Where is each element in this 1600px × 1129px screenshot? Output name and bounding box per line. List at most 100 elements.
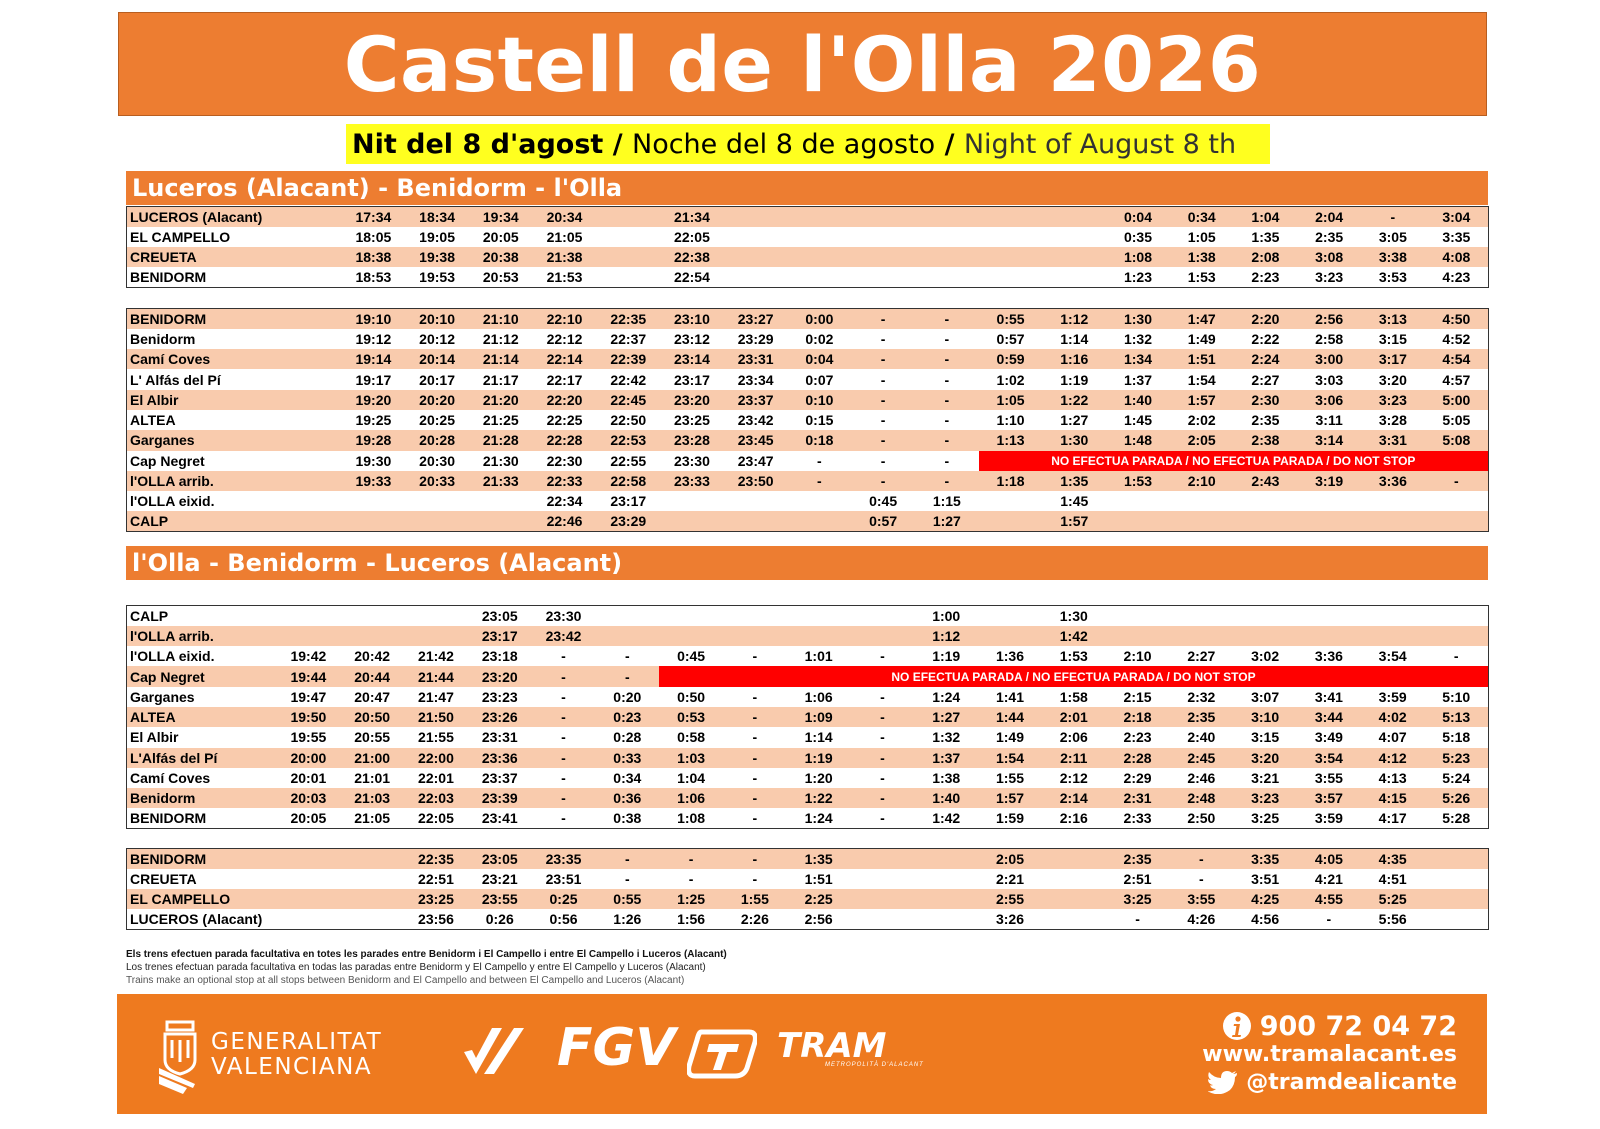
departure-time: 4:50 [1424, 308, 1489, 329]
departure-time: - [850, 727, 915, 748]
departure-time [1297, 511, 1361, 532]
station-name: EL CAMPELLO [126, 226, 342, 248]
departure-time: 3:59 [1297, 808, 1361, 829]
departure-time: 22:35 [596, 308, 661, 329]
departure-time: 1:36 [978, 646, 1042, 667]
departure-time: 1:15 [914, 491, 979, 512]
departure-time: 4:57 [1424, 369, 1489, 390]
departure-time: 0:23 [595, 706, 660, 728]
departure-time [276, 868, 341, 890]
departure-time [850, 889, 915, 910]
departure-time: 20:00 [276, 747, 341, 768]
departure-time: 2:35 [1233, 409, 1298, 431]
departure-time: 23:12 [660, 328, 724, 350]
departure-time: 1:47 [1169, 308, 1234, 329]
departure-time [1361, 491, 1425, 512]
departure-time: 20:28 [405, 430, 469, 451]
departure-time: - [914, 470, 979, 492]
website-link[interactable]: www.tramalacant.es [1202, 1041, 1457, 1067]
departure-time [659, 605, 723, 626]
departure-time: 21:25 [468, 409, 533, 431]
departure-time [1169, 605, 1234, 626]
departure-time: 4:54 [1424, 349, 1489, 370]
twitter-handle[interactable]: @tramdealicante [1246, 1069, 1457, 1095]
departure-time [659, 625, 723, 647]
departure-time: 23:31 [467, 727, 532, 748]
departure-time [723, 511, 788, 532]
departure-time [1297, 625, 1361, 647]
departure-time: 21:01 [340, 767, 405, 789]
departure-time: 1:51 [786, 868, 851, 890]
departure-time: - [722, 646, 787, 667]
departure-time: 3:53 [1361, 267, 1425, 288]
departure-time: 3:54 [1297, 747, 1361, 768]
departure-time: 2:30 [1233, 389, 1298, 410]
station-name: Benidorm [126, 328, 342, 350]
departure-time: 21:47 [404, 686, 468, 707]
departure-time: 2:05 [1169, 430, 1234, 451]
departure-time: 5:08 [1424, 430, 1489, 451]
departure-time: 4:07 [1360, 727, 1425, 748]
page-title: Castell de l'Olla 2026 [343, 19, 1262, 109]
departure-time: 23:36 [467, 747, 532, 768]
phone-number[interactable]: 900 72 04 72 [1259, 1010, 1457, 1042]
departure-time: 20:42 [340, 646, 405, 667]
departure-time: 20:47 [340, 686, 405, 707]
departure-time: 3:49 [1297, 727, 1361, 748]
departure-time: 2:10 [1105, 646, 1170, 667]
departure-time [978, 491, 1043, 512]
station-name: LUCEROS (Alacant) [126, 206, 342, 227]
departure-time: 23:42 [531, 625, 596, 647]
departure-time [1041, 848, 1106, 869]
departure-time [405, 491, 469, 512]
departure-time [1042, 267, 1107, 288]
departure-time: 2:33 [1105, 808, 1170, 829]
departure-time: 23:33 [660, 470, 724, 492]
departure-time: - [914, 328, 979, 350]
departure-time: 2:18 [1105, 706, 1170, 728]
departure-time: 2:27 [1169, 646, 1234, 667]
station-name: BENIDORM [126, 308, 342, 329]
departure-time: 19:38 [405, 247, 469, 268]
departure-time: 22:00 [404, 747, 468, 768]
table-row: El Albir 19:55 20:55 21:55 23:31-0:28 0:58-1:… [126, 727, 1489, 748]
station-name: CREUETA [126, 868, 277, 890]
departure-time: - [659, 868, 723, 890]
departure-time: - [1424, 646, 1489, 667]
departure-time: 1:59 [978, 808, 1042, 829]
departure-time: 23:27 [723, 308, 788, 329]
departure-time: 4:26 [1169, 909, 1234, 930]
no-stop-banner: NO EFECTUA PARADA / NO EFECTUA PARADA / … [659, 666, 1489, 687]
departure-time: 1:57 [1169, 389, 1234, 410]
departure-time [340, 889, 405, 910]
table-row: LUCEROS (Alacant) 23:56 0:26 0:56 1:26 1:56 2:… [126, 909, 1489, 930]
departure-time: 0:25 [531, 889, 596, 910]
station-name: l'OLLA arrib. [126, 625, 277, 647]
departure-time: 1:35 [786, 848, 851, 869]
departure-time: 21:30 [468, 450, 533, 471]
departure-time [1105, 605, 1170, 626]
departure-time [1042, 226, 1107, 248]
departure-time: 0:28 [595, 727, 660, 748]
departure-time: 1:45 [1042, 491, 1107, 512]
departure-time: 1:23 [1106, 267, 1170, 288]
departure-time: 0:34 [1169, 206, 1234, 227]
departure-time [786, 605, 851, 626]
departure-time: 1:44 [978, 706, 1042, 728]
departure-time: 1:53 [1041, 646, 1106, 667]
departure-time: 1:20 [786, 767, 851, 789]
departure-time: 21:12 [468, 328, 533, 350]
departure-time: 1:49 [978, 727, 1042, 748]
departure-time: 3:31 [1361, 430, 1425, 451]
departure-time: 3:11 [1297, 409, 1361, 431]
departure-time [340, 605, 405, 626]
departure-time: 1:22 [1042, 389, 1107, 410]
station-name: BENIDORM [126, 267, 342, 288]
departure-time: 2:02 [1169, 409, 1234, 431]
departure-time: 1:19 [786, 747, 851, 768]
departure-time: 23:17 [596, 491, 661, 512]
departure-time: 1:12 [1042, 308, 1107, 329]
departure-time: - [531, 706, 596, 728]
table-row: ALTEA 19:25 20:25 21:25 22:25 22:50 23:25 23:42… [126, 409, 1489, 431]
departure-time: 3:35 [1233, 848, 1297, 869]
